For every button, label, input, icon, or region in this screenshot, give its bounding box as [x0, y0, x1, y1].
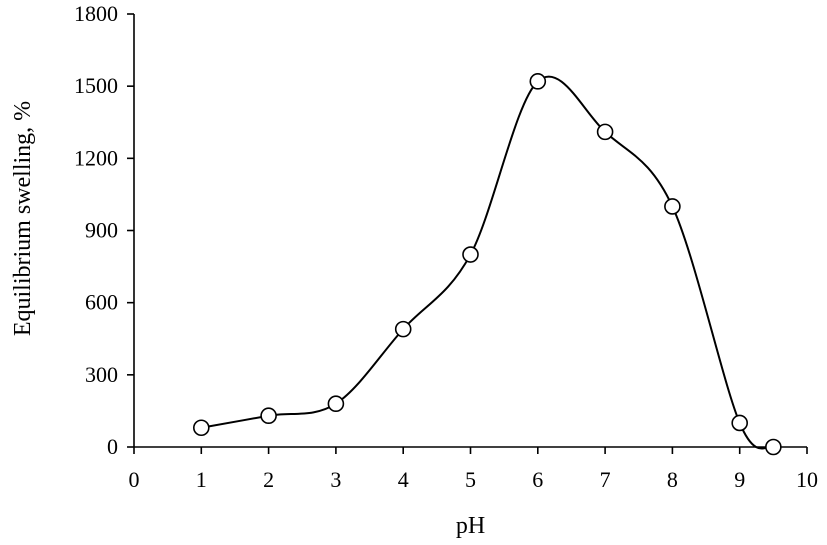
data-point: [462, 246, 479, 263]
y-tick-label: 900: [85, 218, 118, 243]
x-tick-label: 9: [734, 467, 745, 492]
y-tick-label: 0: [107, 434, 118, 459]
data-point: [394, 320, 412, 338]
data-points: [193, 73, 782, 456]
x-tick-label: 0: [129, 467, 140, 492]
y-tick-label: 1500: [74, 73, 118, 98]
y-tick-label: 300: [85, 362, 118, 387]
x-axis-title: pH: [456, 513, 485, 539]
x-tick-label: 6: [532, 467, 543, 492]
data-point: [765, 438, 782, 456]
x-tick-label: 10: [796, 467, 818, 492]
data-point: [731, 414, 749, 432]
x-tick-label: 1: [196, 467, 207, 492]
x-tick-label: 3: [330, 467, 341, 492]
y-tick-label: 600: [85, 290, 118, 315]
data-point: [596, 123, 614, 141]
y-axis-ticks: 0 300 600 900 1200 1500 1800: [74, 1, 134, 459]
y-axis-title: Equilibrium swelling, %: [10, 101, 36, 336]
x-axis-ticks: 0 1 2 3 4 5 6 7 8 9 10: [129, 447, 818, 492]
x-tick-label: 2: [263, 467, 274, 492]
x-tick-label: 4: [398, 467, 409, 492]
data-point: [193, 419, 210, 437]
data-point: [664, 198, 681, 215]
y-tick-label: 1800: [74, 1, 118, 26]
x-tick-label: 5: [465, 467, 476, 492]
data-point: [260, 407, 277, 425]
x-tick-label: 7: [600, 467, 611, 492]
data-point: [327, 395, 345, 413]
y-tick-label: 1200: [74, 145, 118, 170]
series-line: [201, 75, 774, 450]
x-tick-label: 8: [667, 467, 678, 492]
data-point: [529, 73, 547, 90]
